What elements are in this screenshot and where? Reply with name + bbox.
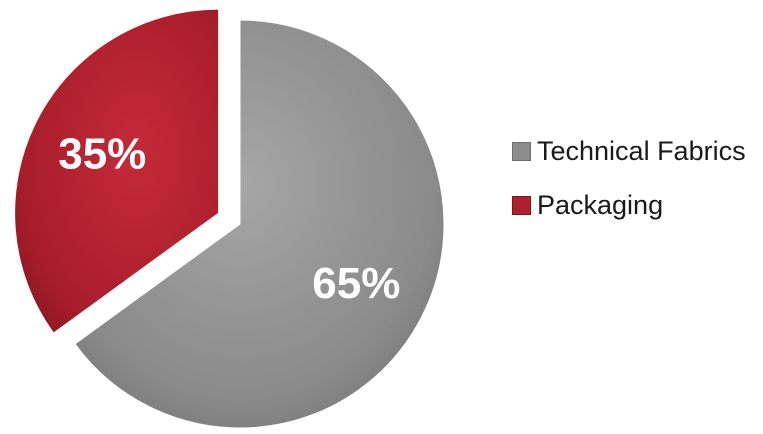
pie-slices <box>14 8 445 429</box>
legend-label-packaging: Packaging <box>537 189 664 220</box>
pie-slice-packaging <box>14 8 220 334</box>
pie-slice-technical-fabrics <box>74 19 445 429</box>
pie-slice-label-technical-fabrics: 65% <box>312 259 400 308</box>
legend-label-technical-fabrics: Technical Fabrics <box>537 135 746 166</box>
pie-slice-labels: 65% 35% <box>58 129 400 307</box>
legend-swatch-technical-fabrics <box>512 141 531 161</box>
chart-legend: Technical Fabrics Packaging <box>512 134 757 242</box>
legend-item-technical-fabrics: Technical Fabrics <box>512 134 757 168</box>
legend-item-packaging: Packaging <box>512 188 757 222</box>
legend-swatch-packaging <box>512 195 531 215</box>
pie-slice-label-packaging: 35% <box>58 129 146 178</box>
